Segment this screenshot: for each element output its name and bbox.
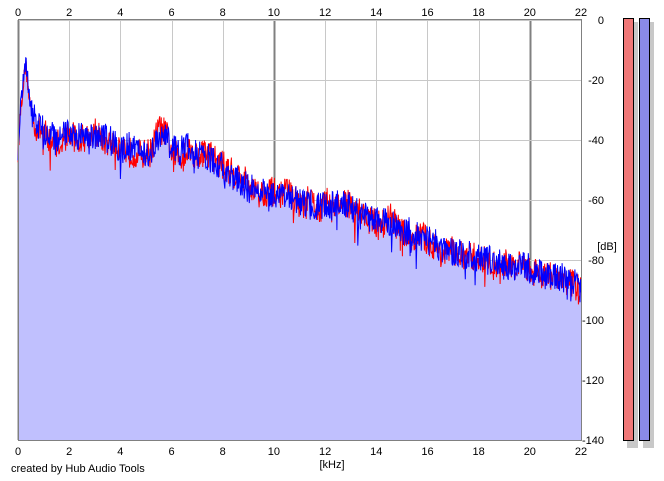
x-tick-label-bottom: 22 xyxy=(575,446,587,458)
y-tick-label: -120 xyxy=(582,375,604,387)
x-tick-label-top: 2 xyxy=(66,7,72,19)
series-lines xyxy=(17,57,582,305)
y-axis-label: [dB] xyxy=(597,241,617,253)
x-tick-label-top: 10 xyxy=(268,7,280,19)
x-tick-label-bottom: 14 xyxy=(370,446,382,458)
y-tick-label: -140 xyxy=(582,435,604,447)
x-tick-label-bottom: 16 xyxy=(421,446,433,458)
x-tick-label-bottom: 4 xyxy=(117,446,123,458)
x-tick-label-bottom: 20 xyxy=(524,446,536,458)
y-tick-label: -80 xyxy=(588,255,604,267)
credit-text: created by Hub Audio Tools xyxy=(11,463,145,475)
x-tick-label-top: 8 xyxy=(220,7,226,19)
left-channel-meter xyxy=(623,18,634,441)
x-tick-label-top: 4 xyxy=(117,7,123,19)
x-tick-label-top: 18 xyxy=(473,7,485,19)
x-tick-label-top: 16 xyxy=(421,7,433,19)
y-tick-label: -60 xyxy=(588,195,604,207)
x-tick-label-top: 20 xyxy=(524,7,536,19)
x-tick-label-top: 0 xyxy=(15,7,21,19)
series-line-2 xyxy=(17,57,582,303)
x-tick-label-bottom: 10 xyxy=(268,446,280,458)
x-tick-label-bottom: 0 xyxy=(15,446,21,458)
plot-frame xyxy=(18,19,582,441)
x-axis-label: [kHz] xyxy=(319,459,344,471)
y-tick-label: 0 xyxy=(598,15,604,27)
x-tick-label-bottom: 6 xyxy=(168,446,174,458)
x-tick-label-top: 6 xyxy=(168,7,174,19)
x-tick-label-top: 22 xyxy=(575,7,587,19)
x-tick-label-bottom: 18 xyxy=(473,446,485,458)
x-tick-label-bottom: 8 xyxy=(220,446,226,458)
tick-labels: 002244668810101212141416161818202022220-… xyxy=(15,7,604,458)
x-tick-label-bottom: 12 xyxy=(319,446,331,458)
y-tick-label: -40 xyxy=(588,135,604,147)
y-tick-label: -20 xyxy=(588,75,604,87)
y-tick-label: -100 xyxy=(582,315,604,327)
x-tick-label-top: 14 xyxy=(370,7,382,19)
x-tick-label-bottom: 2 xyxy=(66,446,72,458)
right-channel-meter xyxy=(639,18,650,441)
x-tick-label-top: 12 xyxy=(319,7,331,19)
spectrum-fill-area xyxy=(18,57,581,441)
